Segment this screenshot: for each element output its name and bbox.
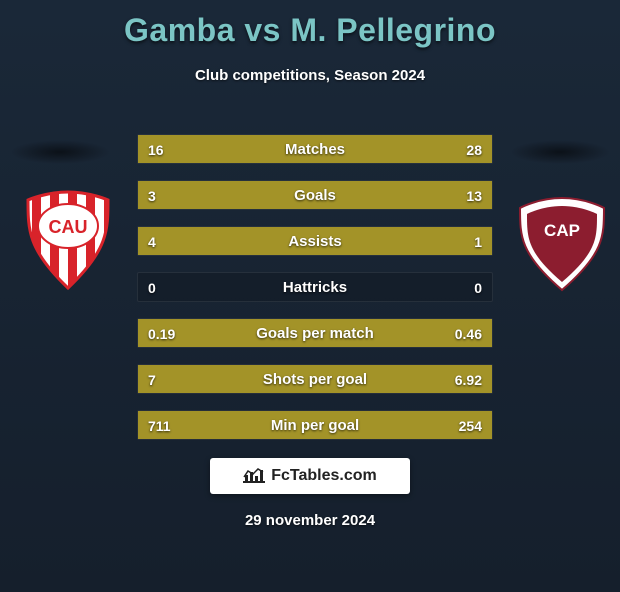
watermark-text: FcTables.com bbox=[271, 467, 377, 485]
stat-label: Shots per goal bbox=[138, 365, 492, 395]
stat-value-left: 4 bbox=[148, 227, 156, 257]
svg-text:CAP: CAP bbox=[544, 221, 580, 240]
stat-value-left: 711 bbox=[148, 411, 171, 441]
stat-row: Goals3 13 bbox=[137, 180, 493, 210]
shield-icon: CAU bbox=[18, 190, 118, 290]
player-shadow-left bbox=[10, 140, 110, 164]
stat-row: Matches16 28 bbox=[137, 134, 493, 164]
shield-icon: CAP bbox=[512, 194, 612, 294]
player-shadow-right bbox=[510, 140, 610, 164]
stat-value-right: 254 bbox=[459, 411, 482, 441]
comparison-subtitle: Club competitions, Season 2024 bbox=[0, 67, 620, 84]
stat-label: Min per goal bbox=[138, 411, 492, 441]
stat-value-left: 16 bbox=[148, 135, 164, 165]
stat-label: Assists bbox=[138, 227, 492, 257]
chart-icon bbox=[243, 467, 265, 485]
club-badge-right: CAP bbox=[512, 194, 612, 294]
comparison-title: Gamba vs M. Pellegrino bbox=[0, 12, 620, 49]
stat-row: Shots per goal7 6.92 bbox=[137, 364, 493, 394]
stat-value-right: 1 bbox=[474, 227, 482, 257]
stat-label: Matches bbox=[138, 135, 492, 165]
club-badge-left: CAU bbox=[18, 190, 118, 290]
stat-value-right: 6.92 bbox=[455, 365, 482, 395]
stat-row: Goals per match0.19 0.46 bbox=[137, 318, 493, 348]
stat-row: Min per goal711 254 bbox=[137, 410, 493, 440]
stat-label: Hattricks bbox=[138, 273, 492, 303]
stat-label: Goals bbox=[138, 181, 492, 211]
stat-value-right: 13 bbox=[466, 181, 482, 211]
stat-row: Hattricks0 0 bbox=[137, 272, 493, 302]
svg-text:CAU: CAU bbox=[49, 217, 88, 237]
stat-value-right: 0 bbox=[474, 273, 482, 303]
comparison-date: 29 november 2024 bbox=[0, 512, 620, 529]
stat-value-left: 0.19 bbox=[148, 319, 175, 349]
stat-value-right: 28 bbox=[466, 135, 482, 165]
stat-value-left: 0 bbox=[148, 273, 156, 303]
stat-row: Assists4 1 bbox=[137, 226, 493, 256]
stat-label: Goals per match bbox=[138, 319, 492, 349]
stat-value-left: 7 bbox=[148, 365, 156, 395]
watermark-badge: FcTables.com bbox=[210, 458, 410, 494]
stats-container: Matches16 28 Goals3 13 Assists4 1 Hattricks0 0 G… bbox=[137, 134, 493, 456]
stat-value-left: 3 bbox=[148, 181, 156, 211]
stat-value-right: 0.46 bbox=[455, 319, 482, 349]
